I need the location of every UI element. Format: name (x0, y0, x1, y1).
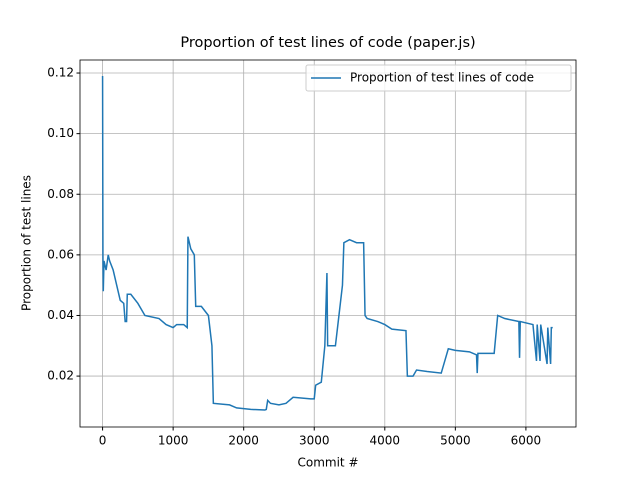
legend-box (305, 64, 572, 92)
x-tick-label: 5000 (440, 434, 471, 448)
x-tick-label: 6000 (511, 434, 542, 448)
y-tick-label: 0.10 (47, 126, 74, 140)
x-tick-label: 1000 (158, 434, 189, 448)
x-tick-label: 3000 (299, 434, 330, 448)
y-axis-label: Proportion of test lines (20, 175, 34, 311)
x-tick-label: 4000 (370, 434, 401, 448)
plot-frame (79, 59, 577, 428)
y-tick-label: 0.06 (47, 247, 74, 261)
y-tick-label: 0.08 (47, 187, 74, 201)
y-tick-label: 0.02 (47, 369, 74, 383)
x-tick-label: 0 (99, 434, 107, 448)
y-tick-label: 0.04 (47, 308, 74, 322)
y-tick-label: 0.12 (47, 66, 74, 80)
data-line (101, 76, 553, 411)
chart-title: Proportion of test lines of code (paper.… (180, 35, 475, 51)
x-tick-label: 2000 (228, 434, 259, 448)
legend-label: Proportion of test lines of code (350, 71, 534, 85)
x-axis-label: Commit # (297, 456, 358, 470)
